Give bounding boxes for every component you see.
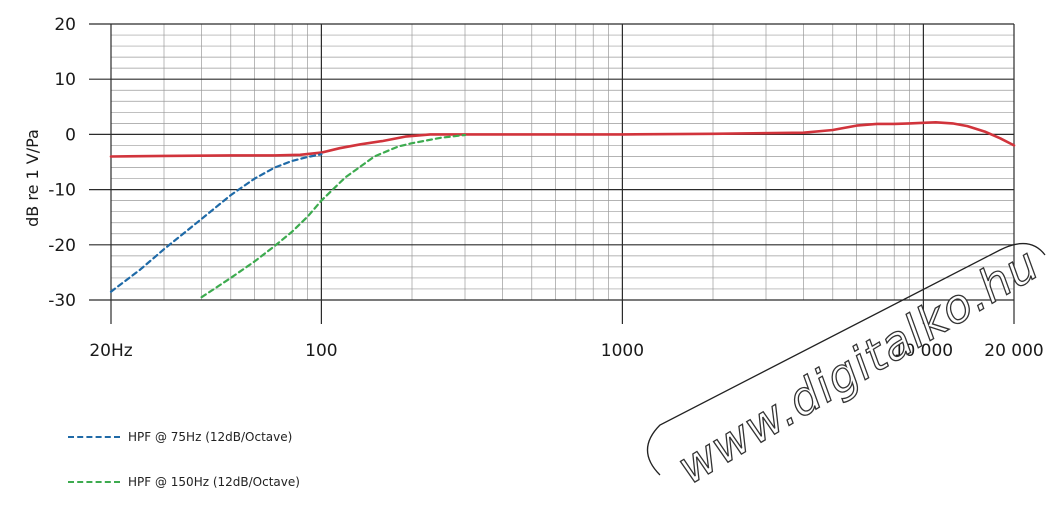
x-tick-label: 10 000 bbox=[894, 341, 953, 361]
watermark-logo: www.digitalko.hu bbox=[646, 236, 1049, 490]
watermark-text: www.digitalko.hu bbox=[668, 236, 1048, 490]
y-tick-label: -30 bbox=[48, 291, 76, 311]
legend-item-hpf-150: HPF @ 150Hz (12dB/Octave) bbox=[68, 475, 300, 489]
y-tick-label: 0 bbox=[65, 125, 76, 145]
legend-swatch-green bbox=[68, 481, 120, 483]
x-tick-label: 20 000 bbox=[984, 341, 1043, 361]
response-curve-main bbox=[109, 121, 1016, 158]
legend-swatch-blue bbox=[68, 436, 120, 438]
x-tick-label: 100 bbox=[305, 341, 337, 361]
legend-label-hpf-150: HPF @ 150Hz (12dB/Octave) bbox=[128, 475, 300, 489]
y-tick-label: 20 bbox=[54, 15, 76, 35]
series-group bbox=[109, 121, 1016, 299]
response-curve-hpf-150 bbox=[200, 133, 467, 299]
watermark: www.digitalko.hu bbox=[640, 230, 1060, 490]
y-tick-label: -10 bbox=[48, 181, 76, 201]
y-axis-label: dB re 1 V/Pa bbox=[23, 129, 42, 227]
x-tick-label: 20Hz bbox=[89, 341, 132, 361]
axes bbox=[89, 23, 1015, 324]
y-tick-label: 10 bbox=[54, 70, 76, 90]
minor-grid bbox=[110, 24, 1015, 300]
y-tick-label: -20 bbox=[48, 236, 76, 256]
legend-label-hpf-75: HPF @ 75Hz (12dB/Octave) bbox=[128, 430, 293, 444]
x-tick-label: 1000 bbox=[601, 341, 644, 361]
legend-item-hpf-75: HPF @ 75Hz (12dB/Octave) bbox=[68, 430, 292, 444]
